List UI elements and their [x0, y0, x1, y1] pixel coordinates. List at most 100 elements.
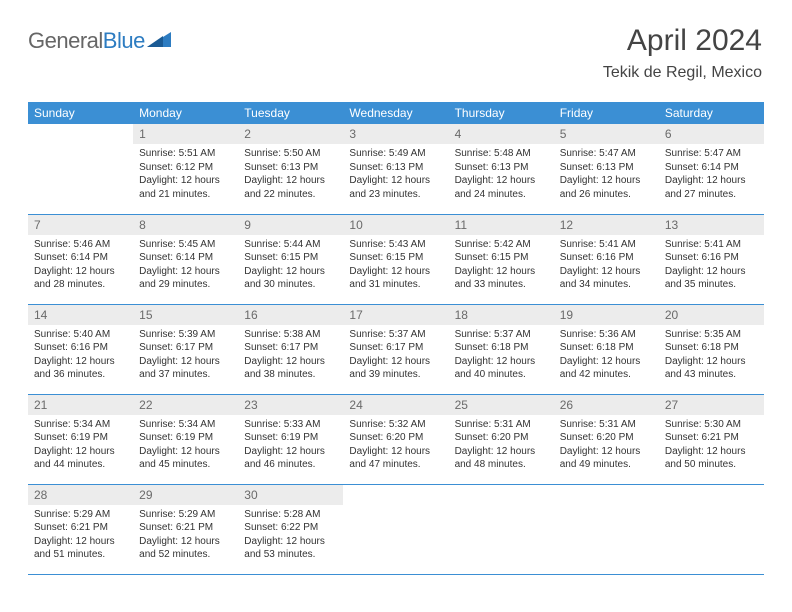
day-number: 18 [449, 305, 554, 325]
sunset-line: Sunset: 6:18 PM [560, 341, 653, 355]
calendar-day-cell: 2Sunrise: 5:50 AMSunset: 6:13 PMDaylight… [238, 124, 343, 214]
calendar-week-row: 7Sunrise: 5:46 AMSunset: 6:14 PMDaylight… [28, 214, 764, 304]
day-content: Sunrise: 5:28 AMSunset: 6:22 PMDaylight:… [238, 505, 343, 566]
sunrise-line: Sunrise: 5:40 AM [34, 328, 127, 342]
daylight-line: Daylight: 12 hours and 24 minutes. [455, 174, 548, 201]
calendar-day-cell: 30Sunrise: 5:28 AMSunset: 6:22 PMDayligh… [238, 484, 343, 574]
day-number: 8 [133, 215, 238, 235]
day-content: Sunrise: 5:30 AMSunset: 6:21 PMDaylight:… [659, 415, 764, 476]
sunrise-line: Sunrise: 5:48 AM [455, 147, 548, 161]
day-content: Sunrise: 5:51 AMSunset: 6:12 PMDaylight:… [133, 144, 238, 205]
sunset-line: Sunset: 6:15 PM [244, 251, 337, 265]
calendar-day-cell: 14Sunrise: 5:40 AMSunset: 6:16 PMDayligh… [28, 304, 133, 394]
sunrise-line: Sunrise: 5:38 AM [244, 328, 337, 342]
sunset-line: Sunset: 6:17 PM [139, 341, 232, 355]
daylight-line: Daylight: 12 hours and 23 minutes. [349, 174, 442, 201]
sunset-line: Sunset: 6:13 PM [455, 161, 548, 175]
day-content: Sunrise: 5:40 AMSunset: 6:16 PMDaylight:… [28, 325, 133, 386]
daylight-line: Daylight: 12 hours and 33 minutes. [455, 265, 548, 292]
daylight-line: Daylight: 12 hours and 34 minutes. [560, 265, 653, 292]
day-content: Sunrise: 5:31 AMSunset: 6:20 PMDaylight:… [449, 415, 554, 476]
calendar-day-cell: 20Sunrise: 5:35 AMSunset: 6:18 PMDayligh… [659, 304, 764, 394]
sunrise-line: Sunrise: 5:42 AM [455, 238, 548, 252]
sunset-line: Sunset: 6:14 PM [139, 251, 232, 265]
calendar-day-cell: 4Sunrise: 5:48 AMSunset: 6:13 PMDaylight… [449, 124, 554, 214]
daylight-line: Daylight: 12 hours and 47 minutes. [349, 445, 442, 472]
sunset-line: Sunset: 6:19 PM [34, 431, 127, 445]
daylight-line: Daylight: 12 hours and 42 minutes. [560, 355, 653, 382]
logo-part1: General [28, 28, 103, 53]
location-label: Tekik de Regil, Mexico [603, 64, 762, 82]
day-number: 19 [554, 305, 659, 325]
daylight-line: Daylight: 12 hours and 48 minutes. [455, 445, 548, 472]
day-number: 17 [343, 305, 448, 325]
day-number: 21 [28, 395, 133, 415]
day-content: Sunrise: 5:35 AMSunset: 6:18 PMDaylight:… [659, 325, 764, 386]
day-number: 12 [554, 215, 659, 235]
weekday-header: Friday [554, 102, 659, 124]
day-number: 6 [659, 124, 764, 144]
calendar-day-cell: 5Sunrise: 5:47 AMSunset: 6:13 PMDaylight… [554, 124, 659, 214]
calendar-day-cell [659, 484, 764, 574]
day-number: 7 [28, 215, 133, 235]
daylight-line: Daylight: 12 hours and 21 minutes. [139, 174, 232, 201]
day-number: 1 [133, 124, 238, 144]
day-number: 30 [238, 485, 343, 505]
sunset-line: Sunset: 6:19 PM [139, 431, 232, 445]
calendar-day-cell: 17Sunrise: 5:37 AMSunset: 6:17 PMDayligh… [343, 304, 448, 394]
sunset-line: Sunset: 6:15 PM [349, 251, 442, 265]
calendar-day-cell: 21Sunrise: 5:34 AMSunset: 6:19 PMDayligh… [28, 394, 133, 484]
daylight-line: Daylight: 12 hours and 50 minutes. [665, 445, 758, 472]
sunset-line: Sunset: 6:18 PM [455, 341, 548, 355]
day-content: Sunrise: 5:47 AMSunset: 6:14 PMDaylight:… [659, 144, 764, 205]
sunrise-line: Sunrise: 5:36 AM [560, 328, 653, 342]
day-number: 24 [343, 395, 448, 415]
day-number: 3 [343, 124, 448, 144]
sunrise-line: Sunrise: 5:50 AM [244, 147, 337, 161]
day-number: 26 [554, 395, 659, 415]
daylight-line: Daylight: 12 hours and 26 minutes. [560, 174, 653, 201]
day-content: Sunrise: 5:46 AMSunset: 6:14 PMDaylight:… [28, 235, 133, 296]
calendar-day-cell: 15Sunrise: 5:39 AMSunset: 6:17 PMDayligh… [133, 304, 238, 394]
sunrise-line: Sunrise: 5:34 AM [34, 418, 127, 432]
day-content: Sunrise: 5:29 AMSunset: 6:21 PMDaylight:… [133, 505, 238, 566]
calendar-day-cell: 12 Sunrise: 5:41 AMSunset: 6:16 PMDayligh… [554, 214, 659, 304]
day-content: Sunrise: 5:37 AMSunset: 6:18 PMDaylight:… [449, 325, 554, 386]
sunrise-line: Sunrise: 5:45 AM [139, 238, 232, 252]
calendar-day-cell [449, 484, 554, 574]
sunrise-line: Sunrise: 5:43 AM [349, 238, 442, 252]
sunset-line: Sunset: 6:21 PM [665, 431, 758, 445]
daylight-line: Daylight: 12 hours and 45 minutes. [139, 445, 232, 472]
day-number: 2 [238, 124, 343, 144]
calendar-day-cell: 22 Sunrise: 5:34 AMSunset: 6:19 PMDayligh… [133, 394, 238, 484]
calendar-week-row: 1Sunrise: 5:51 AMSunset: 6:12 PMDaylight… [28, 124, 764, 214]
logo-text: GeneralBlue [28, 28, 145, 54]
sunset-line: Sunset: 6:15 PM [455, 251, 548, 265]
calendar-day-cell: 27Sunrise: 5:30 AMSunset: 6:21 PMDayligh… [659, 394, 764, 484]
calendar-day-cell: 13Sunrise: 5:41 AMSunset: 6:16 PMDayligh… [659, 214, 764, 304]
day-content: Sunrise: 5:34 AMSunset: 6:19 PMDaylight:… [28, 415, 133, 476]
calendar-day-cell: 29Sunrise: 5:29 AMSunset: 6:21 PMDayligh… [133, 484, 238, 574]
day-number: 5 [554, 124, 659, 144]
weekday-header: Wednesday [343, 102, 448, 124]
day-number: 22 [133, 395, 238, 415]
sunrise-line: Sunrise: 5:34 AM [139, 418, 232, 432]
day-content: Sunrise: 5:49 AMSunset: 6:13 PMDaylight:… [343, 144, 448, 205]
sunset-line: Sunset: 6:16 PM [560, 251, 653, 265]
sunrise-line: Sunrise: 5:29 AM [34, 508, 127, 522]
day-number: 23 [238, 395, 343, 415]
day-number: 27 [659, 395, 764, 415]
calendar-day-cell [28, 124, 133, 214]
calendar-week-row: 28Sunrise: 5:29 AMSunset: 6:21 PMDayligh… [28, 484, 764, 574]
sunrise-line: Sunrise: 5:41 AM [665, 238, 758, 252]
weekday-header: Saturday [659, 102, 764, 124]
sunrise-line: Sunrise: 5:41 AM [560, 238, 653, 252]
sunrise-line: Sunrise: 5:30 AM [665, 418, 758, 432]
day-content: Sunrise: 5:47 AMSunset: 6:13 PMDaylight:… [554, 144, 659, 205]
calendar-day-cell: 7Sunrise: 5:46 AMSunset: 6:14 PMDaylight… [28, 214, 133, 304]
sunrise-line: Sunrise: 5:35 AM [665, 328, 758, 342]
logo: GeneralBlue [28, 28, 173, 54]
sunrise-line: Sunrise: 5:31 AM [560, 418, 653, 432]
calendar-day-cell: 11Sunrise: 5:42 AMSunset: 6:15 PMDayligh… [449, 214, 554, 304]
calendar-day-cell: 26Sunrise: 5:31 AMSunset: 6:20 PMDayligh… [554, 394, 659, 484]
